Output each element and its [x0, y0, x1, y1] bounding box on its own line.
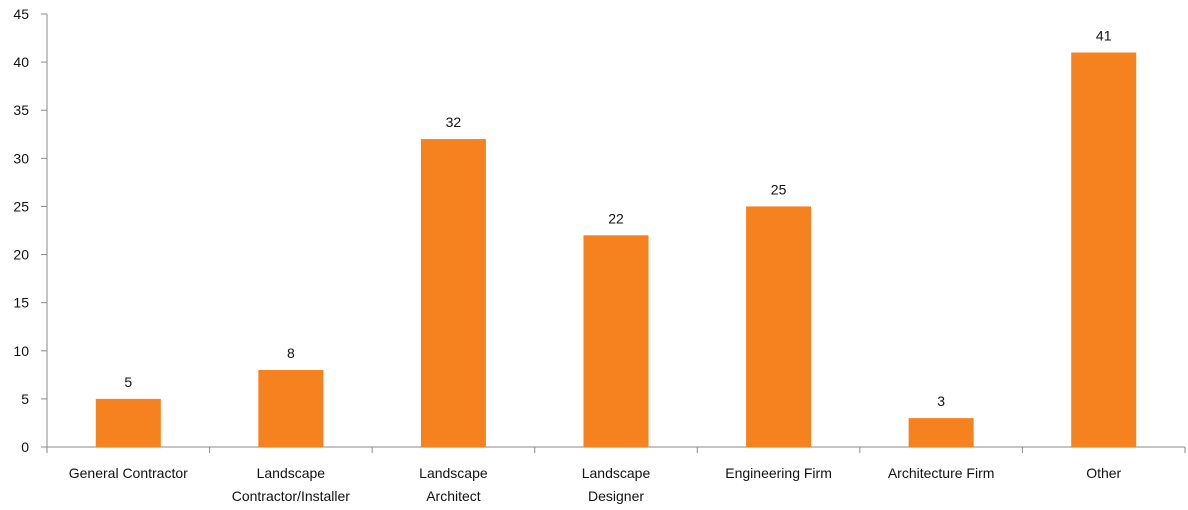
y-tick-label: 30	[13, 150, 29, 166]
category-label-line: Other	[1086, 465, 1121, 481]
data-label: 22	[608, 210, 624, 226]
y-tick-label: 25	[13, 198, 29, 214]
data-label: 25	[771, 181, 787, 197]
data-label: 3	[937, 393, 945, 409]
y-axis: 0 5 10 15 20 25 30 35 40 45	[13, 6, 48, 455]
category-label-line: Landscape	[257, 465, 326, 481]
category-label: Other	[1086, 465, 1121, 481]
y-tick-label: 40	[13, 54, 29, 70]
category-label-line: Architecture Firm	[888, 465, 995, 481]
category-label: Landscape Architect	[419, 465, 488, 504]
y-tick-label: 45	[13, 6, 29, 22]
y-tick-label: 15	[13, 295, 29, 311]
category-label-line: General Contractor	[69, 465, 188, 481]
data-label: 41	[1096, 27, 1112, 43]
y-tick-label: 10	[13, 343, 29, 359]
bar	[420, 139, 486, 448]
data-label: 5	[124, 374, 132, 390]
y-tick-label: 35	[13, 102, 29, 118]
category-label-line: Landscape	[419, 465, 488, 481]
bar	[908, 418, 974, 447]
category-label-line: Engineering Firm	[725, 465, 832, 481]
category-label: Architecture Firm	[888, 465, 995, 481]
category-label-line: Landscape	[582, 465, 651, 481]
bar	[258, 370, 324, 447]
data-labels: 5 8 32 22 25 3 41	[124, 27, 1111, 409]
data-label: 32	[446, 114, 462, 130]
category-label: Engineering Firm	[725, 465, 832, 481]
category-label-line: Contractor/Installer	[232, 488, 351, 504]
category-label-line: Designer	[588, 488, 644, 504]
category-label-line: Architect	[426, 488, 481, 504]
category-label: Landscape Contractor/Installer	[232, 465, 351, 504]
y-tick-label: 5	[21, 391, 29, 407]
y-tick-label: 20	[13, 247, 29, 263]
category-label: Landscape Designer	[582, 465, 651, 504]
bar	[746, 206, 812, 447]
y-tick-label: 0	[21, 439, 29, 455]
category-label: General Contractor	[69, 465, 188, 481]
bar	[583, 235, 649, 447]
bar	[95, 398, 161, 447]
category-labels: General Contractor Landscape Contractor/In…	[69, 465, 1122, 504]
data-label: 8	[287, 345, 295, 361]
bars	[95, 52, 1137, 448]
x-axis	[46, 446, 1186, 453]
bar	[1071, 52, 1137, 447]
